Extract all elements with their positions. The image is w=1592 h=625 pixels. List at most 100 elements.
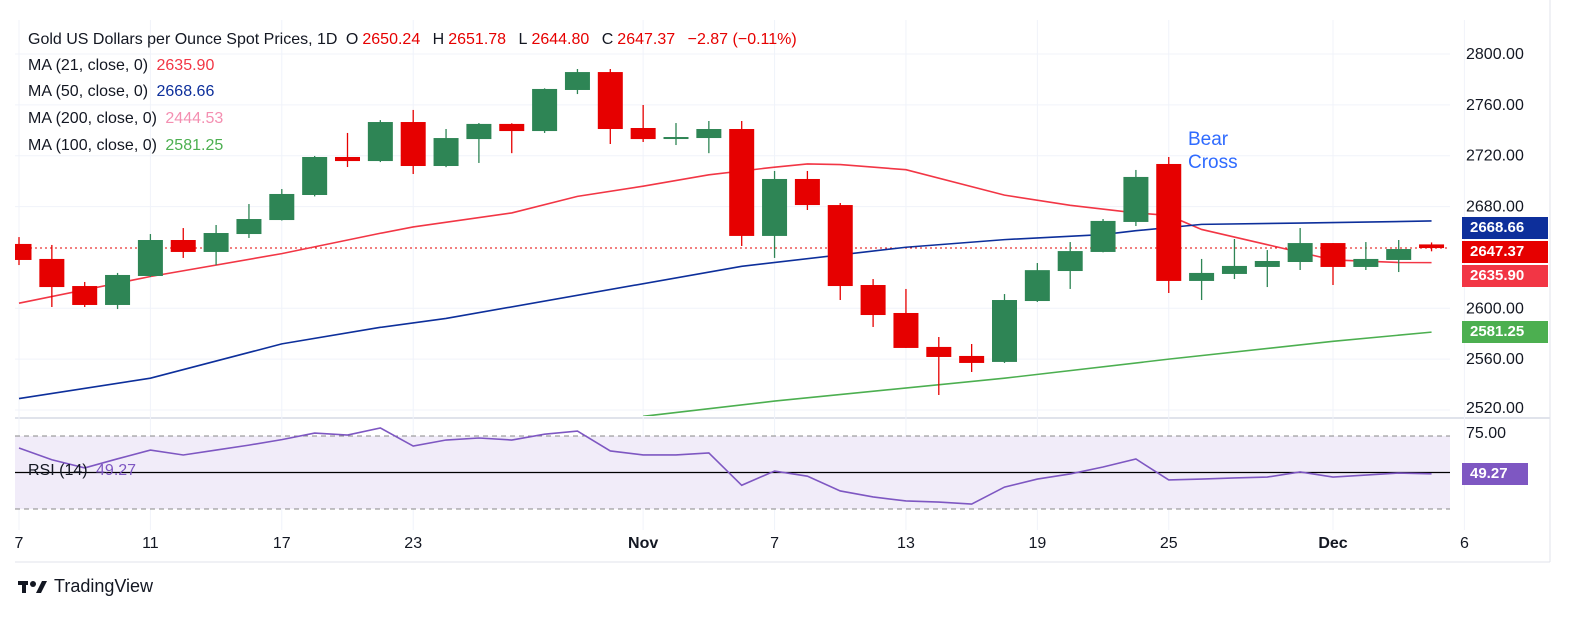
- candle-body: [1123, 176, 1149, 222]
- candle-body: [1287, 243, 1313, 263]
- candle-body: [663, 137, 689, 140]
- candle-down: [860, 279, 886, 327]
- y-tick-label: 2720.00: [1466, 148, 1524, 165]
- candle-body: [433, 138, 459, 167]
- candle-body: [15, 243, 32, 260]
- candle-up: [663, 123, 689, 146]
- indicator-ma50[interactable]: MA (50, close, 0) 2668.66: [28, 83, 218, 101]
- candle-down: [1320, 243, 1346, 286]
- high-label: H: [432, 31, 445, 48]
- rsi-legend[interactable]: RSI (14) 49.27: [28, 462, 140, 480]
- candle-down: [893, 288, 919, 348]
- candle-down: [827, 203, 853, 301]
- x-tick-label: 19: [1028, 535, 1046, 552]
- candle-body: [1254, 260, 1280, 267]
- change-value: −2.87 (−0.11%): [687, 31, 797, 48]
- candle-body: [860, 285, 886, 316]
- indicator-ma100[interactable]: MA (100, close, 0) 2581.25: [28, 137, 227, 155]
- ma-line-ma21: [18, 163, 1432, 304]
- candle-up: [1123, 169, 1149, 227]
- candle-body: [236, 219, 262, 235]
- candle-up: [1024, 263, 1050, 302]
- candle-down: [400, 109, 426, 175]
- candle-up: [762, 170, 788, 258]
- candle-body: [696, 129, 722, 139]
- candle-up: [564, 69, 590, 95]
- bear-cross-annotation: Bear Cross: [1188, 128, 1238, 174]
- candle-down: [39, 244, 65, 308]
- indicator-value: 2444.53: [165, 110, 224, 127]
- candle-up: [1090, 219, 1116, 253]
- candle-body: [926, 346, 952, 357]
- x-tick-label: 23: [404, 535, 422, 552]
- candle-up: [992, 294, 1017, 363]
- candle-up: [1221, 238, 1247, 280]
- ma21-price-label: 2635.90: [1462, 265, 1548, 287]
- candle-body: [466, 123, 492, 140]
- rsi-y-tick-label: 75.00: [1466, 425, 1506, 442]
- indicator-value: 2635.90: [156, 57, 215, 74]
- close-label: C: [601, 31, 614, 48]
- candle-body: [170, 240, 196, 252]
- indicator-value: 2581.25: [165, 137, 224, 154]
- x-tick-label: Dec: [1318, 535, 1347, 552]
- ma-line-ma50: [18, 220, 1432, 400]
- open-label: O: [345, 31, 359, 48]
- indicator-ma200[interactable]: MA (200, close, 0) 2444.53: [28, 110, 227, 128]
- candle-body: [400, 122, 426, 167]
- candle-down: [597, 69, 623, 145]
- last-price-label: 2647.37: [1462, 241, 1548, 263]
- candle-body: [105, 274, 131, 305]
- open-value: 2650.24: [362, 31, 421, 48]
- candle-body: [794, 178, 820, 206]
- annotation-line: Bear: [1188, 129, 1229, 150]
- ma50-price-label: 2668.66: [1462, 217, 1548, 239]
- y-tick-label: 2520.00: [1466, 400, 1524, 417]
- candle-body: [959, 355, 985, 363]
- x-tick-label: Nov: [628, 535, 658, 552]
- candle-up: [236, 204, 262, 238]
- candle-body: [597, 72, 623, 130]
- indicator-value: 2668.66: [156, 83, 215, 100]
- candle-down: [499, 123, 525, 154]
- rsi-value-label: 49.27: [1462, 463, 1528, 485]
- annotation-line: Cross: [1188, 152, 1238, 173]
- x-tick-label: 7: [15, 535, 24, 552]
- indicator-ma21[interactable]: MA (21, close, 0) 2635.90: [28, 57, 218, 75]
- tradingview-logo[interactable]: TradingView: [18, 576, 153, 597]
- candle-up: [1287, 228, 1313, 271]
- high-value: 2651.78: [448, 31, 507, 48]
- candle-down: [1419, 242, 1445, 252]
- candle-up: [1254, 250, 1280, 288]
- candle-body: [1419, 244, 1445, 249]
- y-tick-label: 2600.00: [1466, 300, 1524, 317]
- ma100-price-label: 2581.25: [1462, 321, 1548, 343]
- candle-up: [532, 88, 558, 133]
- candle-up: [137, 234, 163, 278]
- x-tick-label: 6: [1460, 535, 1469, 552]
- candle-up: [105, 272, 131, 310]
- candle-body: [72, 286, 98, 305]
- candle-up: [269, 189, 295, 221]
- candle-body: [762, 178, 788, 236]
- candle-body: [1386, 249, 1412, 260]
- candle-body: [564, 72, 590, 90]
- candle-down: [926, 337, 952, 395]
- candle-up: [367, 120, 393, 163]
- tradingview-logo-icon: [18, 580, 47, 593]
- symbol-title: Gold US Dollars per Ounce Spot Prices, 1…: [28, 31, 338, 48]
- candle-down: [1156, 156, 1182, 294]
- rsi-line: [18, 427, 1432, 505]
- x-tick-label: 25: [1160, 535, 1178, 552]
- candle-up: [302, 155, 328, 197]
- candle-body: [1353, 258, 1379, 267]
- y-tick-label: 2680.00: [1466, 199, 1524, 216]
- candle-up: [696, 121, 722, 154]
- candle-body: [1057, 251, 1083, 272]
- candle-down: [335, 132, 360, 168]
- x-tick-label: 13: [897, 535, 915, 552]
- y-tick-label: 2800.00: [1466, 46, 1524, 63]
